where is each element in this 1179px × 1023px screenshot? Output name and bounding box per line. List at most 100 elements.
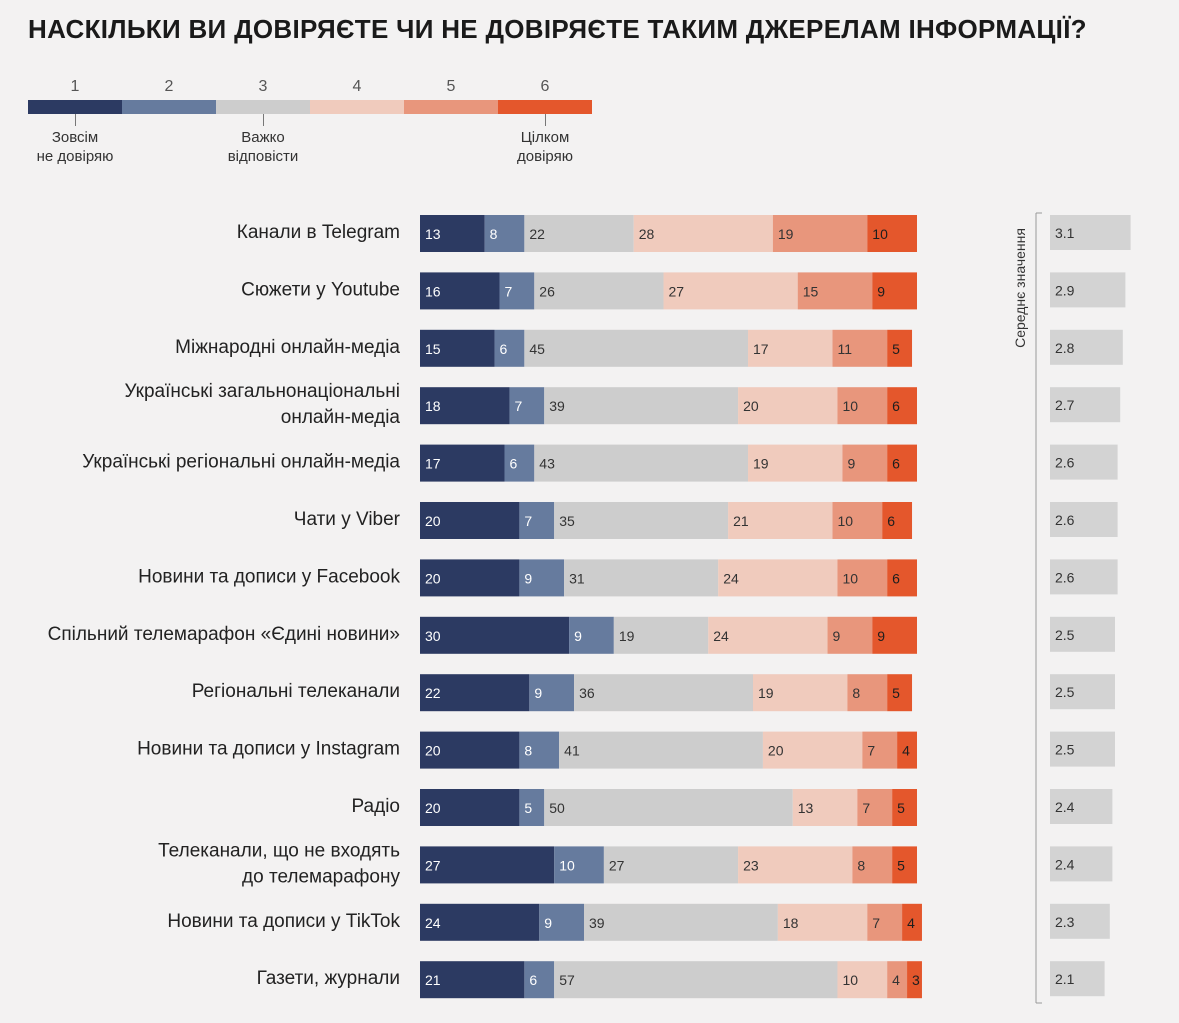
bar-segment-1: [420, 903, 540, 941]
data-label: 35: [559, 513, 575, 529]
mean-bar: [1050, 272, 1126, 308]
bar-segment-2: [494, 329, 525, 367]
bar-segment-4: [708, 616, 828, 654]
mean-value-label: 2.4: [1055, 856, 1075, 872]
mean-value-label: 2.3: [1055, 914, 1075, 930]
bar-segment-2: [499, 272, 535, 310]
bar-segment-3: [534, 272, 664, 310]
data-label: 9: [847, 456, 855, 472]
scale-swatch-2: [122, 100, 216, 114]
data-label: 20: [425, 743, 441, 759]
data-label: 30: [425, 628, 441, 644]
data-label: 5: [892, 341, 900, 357]
scale-legend: 1 2 3 4 5 6 Зовсім не довіряю Важко відп…: [28, 78, 592, 168]
data-label: 5: [524, 800, 532, 816]
mean-value-label: 2.5: [1055, 627, 1075, 643]
data-label: 6: [529, 972, 537, 988]
data-label: 9: [524, 570, 532, 586]
data-label: 19: [753, 456, 769, 472]
data-label: 20: [743, 398, 759, 414]
data-label: 43: [539, 456, 555, 472]
category-label: Газети, журнали: [257, 968, 400, 989]
mean-bar: [1050, 215, 1131, 250]
bar-segment-5: [797, 272, 873, 310]
data-label: 26: [539, 283, 555, 299]
bar-segment-5: [887, 961, 908, 999]
bar-segment-3: [564, 559, 719, 597]
bar-segment-5: [857, 789, 893, 826]
bar-segment-6: [882, 502, 913, 539]
bar-segment-5: [847, 674, 888, 712]
bar-segment-5: [832, 329, 888, 367]
bar-segment-5: [867, 903, 903, 941]
data-label: 27: [609, 857, 625, 873]
scale-label-high: Цілком довіряю: [517, 129, 573, 165]
category-label: Новини та дописи у Instagram: [137, 739, 400, 760]
scale-swatch-1: [28, 100, 122, 114]
bar-segment-6: [887, 674, 913, 712]
bar-segment-2: [504, 444, 535, 482]
data-label: 8: [490, 226, 498, 242]
bar-segment-6: [897, 731, 917, 769]
category-label: Новини та дописи у Facebook: [138, 566, 400, 587]
scale-level-6: 6: [540, 78, 550, 95]
data-label: 9: [544, 915, 552, 931]
data-label: 6: [892, 398, 900, 414]
data-label: 4: [902, 743, 910, 759]
bar-segment-2: [529, 674, 575, 712]
data-label: 5: [892, 685, 900, 701]
bar-segment-4: [837, 961, 888, 999]
bar-segment-5: [842, 444, 888, 482]
mean-value-label: 2.5: [1055, 684, 1075, 700]
scale-tick-low: [75, 114, 76, 126]
data-label: 19: [619, 628, 635, 644]
category-label: Регіональні телеканали: [192, 681, 400, 702]
bar-segment-2: [539, 903, 585, 941]
bar-segment-2: [554, 846, 604, 884]
bar-segment-3: [534, 444, 749, 482]
scale-level-4: 4: [352, 78, 362, 95]
data-label: 13: [425, 226, 441, 242]
bar-segment-6: [887, 387, 917, 425]
mean-bar: [1050, 961, 1105, 997]
bar-segment-1: [420, 387, 510, 425]
data-label: 23: [743, 857, 759, 873]
data-label: 24: [425, 915, 441, 931]
category-label: Чати у Viber: [294, 509, 401, 530]
data-label: 6: [509, 456, 517, 472]
bar-segment-4: [792, 789, 858, 826]
category-label: Українські загальнонаціональні онлайн-мед…: [124, 381, 400, 428]
bar-segment-4: [777, 903, 868, 941]
data-label: 10: [559, 857, 575, 873]
data-label: 21: [425, 972, 441, 988]
data-label: 19: [758, 685, 774, 701]
scale-level-1: 1: [70, 78, 80, 95]
category-label: Спільний телемарафон «Єдині новини»: [48, 624, 400, 645]
data-label: 13: [798, 800, 814, 816]
data-label: 45: [529, 341, 545, 357]
bar-segment-5: [827, 616, 873, 654]
mean-bar: [1050, 329, 1123, 365]
bar-segment-5: [862, 731, 898, 769]
category-label: Канали в Telegram: [237, 222, 400, 243]
scale-level-2: 2: [164, 78, 174, 95]
bar-segment-6: [872, 616, 917, 654]
bar-segment-6: [892, 789, 917, 826]
data-label: 10: [842, 398, 858, 414]
mean-bar: [1050, 444, 1118, 480]
bar-segment-4: [762, 731, 863, 769]
data-label: 20: [425, 800, 441, 816]
data-label: 4: [892, 972, 900, 988]
data-label: 22: [425, 685, 441, 701]
bar-segment-2: [519, 789, 545, 826]
mean-bar: [1050, 502, 1118, 537]
bar-segment-6: [887, 329, 913, 367]
data-label: 24: [723, 570, 739, 586]
mean-bar: [1050, 789, 1113, 824]
chart-title: НАСКІЛЬКИ ВИ ДОВІРЯЄТЕ ЧИ НЕ ДОВІРЯЄТЕ Т…: [28, 14, 1087, 44]
bar-segment-1: [420, 502, 520, 539]
bar-segment-3: [574, 674, 753, 712]
data-label: 27: [669, 283, 685, 299]
bar-segment-3: [584, 903, 778, 941]
data-label: 7: [524, 513, 532, 529]
